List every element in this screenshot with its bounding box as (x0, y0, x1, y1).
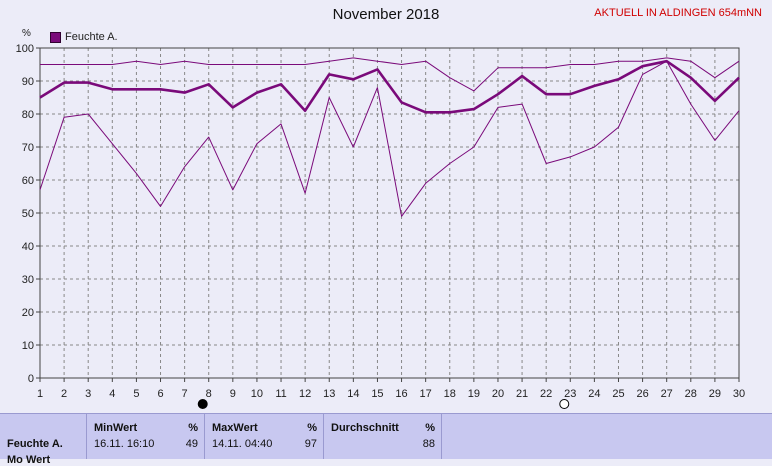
x-tick-label: 23 (564, 388, 576, 400)
x-tick-label: 2 (61, 388, 67, 400)
stats-row-label-2: Mo Wert (7, 454, 51, 466)
x-tick-label: 20 (492, 388, 504, 400)
y-tick-label: 60 (22, 175, 34, 187)
stats-row-label-cell: Feuchte A. Mo Wert (0, 414, 87, 466)
stats-min-header: MinWert (94, 422, 138, 434)
x-tick-label: 16 (395, 388, 407, 400)
x-tick-label: 10 (251, 388, 263, 400)
x-tick-label: 7 (182, 388, 188, 400)
y-tick-label: 0 (28, 373, 34, 385)
x-tick-label: 17 (420, 388, 432, 400)
x-tick-label: 30 (733, 388, 745, 400)
x-tick-label: 24 (588, 388, 600, 400)
x-tick-label: 13 (323, 388, 335, 400)
y-tick-label: 20 (22, 307, 34, 319)
series-line-min (39, 60, 740, 217)
new-moon-icon (197, 399, 208, 409)
stats-max-header: MaxWert (212, 422, 258, 434)
series-line-max (40, 57, 740, 92)
y-tick-label: 50 (22, 208, 34, 220)
x-tick-label: 12 (299, 388, 311, 400)
series-line-mean (39, 59, 740, 114)
y-tick-label: 100 (16, 43, 34, 55)
x-tick-label: 9 (230, 388, 236, 400)
chart-title: November 2018 (332, 6, 440, 23)
x-tick-label: 27 (661, 388, 673, 400)
x-tick-label: 28 (685, 388, 697, 400)
stats-max-cell: MaxWert % 14.11. 04:40 97 (205, 414, 324, 459)
y-tick-label: 90 (22, 76, 34, 88)
x-tick-label: 26 (636, 388, 648, 400)
x-tick-label: 19 (468, 388, 480, 400)
x-tick-label: 15 (371, 388, 383, 400)
x-tick-label: 5 (133, 388, 139, 400)
stats-avg-unit: % (425, 422, 435, 434)
legend: Feuchte A. (50, 31, 118, 43)
x-tick-label: 18 (444, 388, 456, 400)
x-tick-label: 22 (540, 388, 552, 400)
legend-label: Feuchte A. (65, 31, 118, 43)
y-axis-unit: % (22, 28, 31, 39)
y-tick-label: 70 (22, 142, 34, 154)
stats-row-label: Feuchte A. (7, 438, 63, 450)
y-tick-label: 30 (22, 274, 34, 286)
stats-max-value: 97 (304, 438, 317, 450)
station-label: AKTUELL IN ALDINGEN 654mNN (594, 7, 762, 19)
x-tick-label: 25 (612, 388, 624, 400)
y-tick-label: 80 (22, 109, 34, 121)
stats-min-cell: MinWert % 16.11. 16:10 49 (87, 414, 205, 459)
stats-min-value: 49 (185, 438, 198, 450)
full-moon-icon (559, 399, 570, 409)
stats-avg-value: 88 (422, 438, 435, 450)
y-tick-label: 10 (22, 340, 34, 352)
stats-avg-cell: Durchschnitt % 88 (324, 414, 442, 459)
x-tick-label: 11 (275, 388, 286, 400)
x-tick-label: 14 (347, 388, 359, 400)
stats-min-time: 16.11. 16:10 (94, 438, 155, 450)
stats-max-unit: % (307, 422, 317, 434)
stats-table: Feuchte A. Mo Wert MinWert % 16.11. 16:1… (0, 413, 772, 466)
legend-swatch (50, 31, 61, 43)
x-tick-label: 29 (709, 388, 721, 400)
x-tick-label: 3 (85, 388, 91, 400)
x-tick-label: 21 (516, 388, 528, 400)
stats-avg-header: Durchschnitt (331, 422, 399, 434)
stats-min-unit: % (188, 422, 198, 434)
y-tick-label: 40 (22, 241, 34, 253)
x-tick-label: 4 (109, 388, 115, 400)
x-tick-label: 6 (157, 388, 163, 400)
x-tick-label: 1 (37, 388, 43, 400)
x-tick-label: 8 (206, 388, 212, 400)
stats-max-time: 14.11. 04:40 (212, 438, 273, 450)
